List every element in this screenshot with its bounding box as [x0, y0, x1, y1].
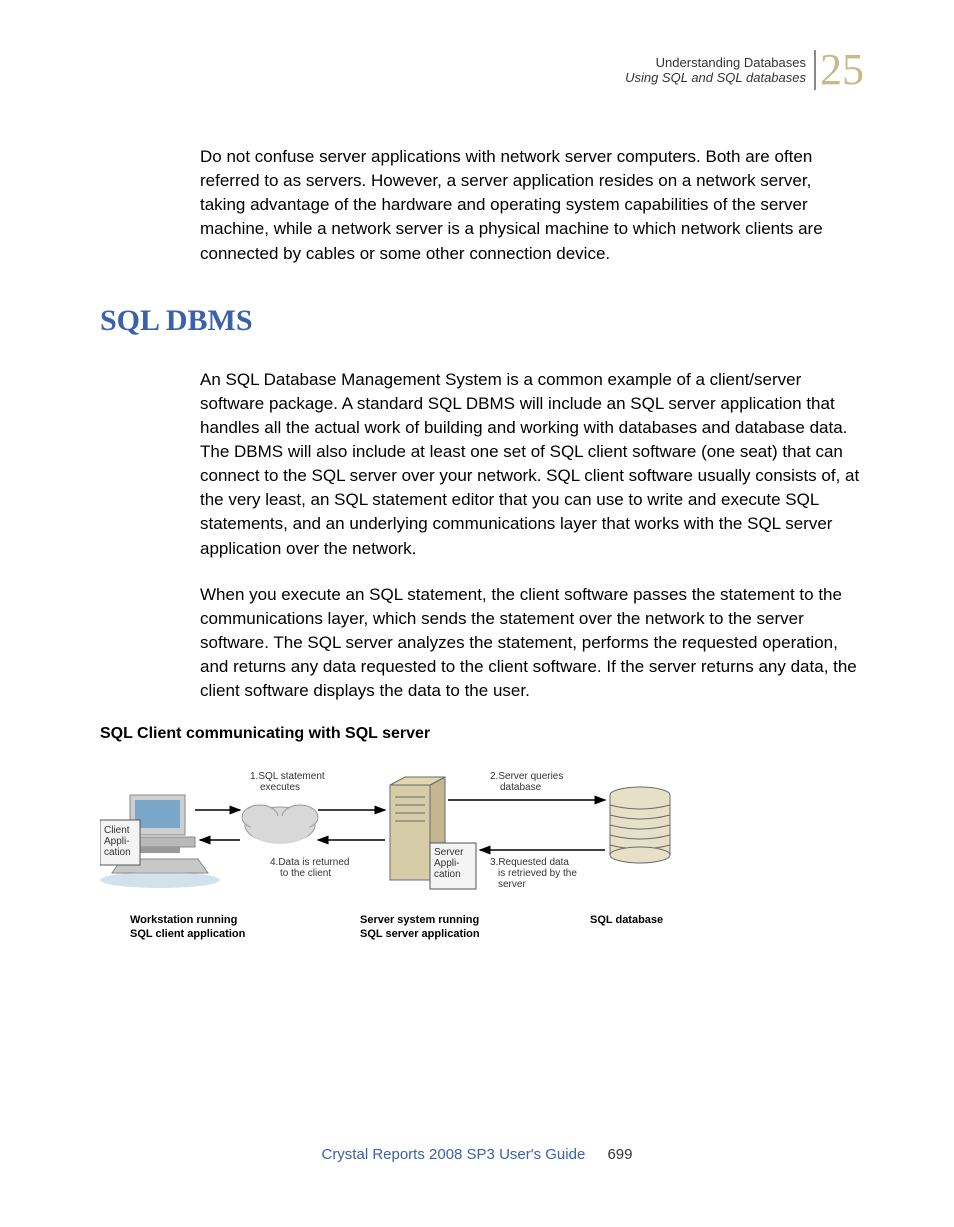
section-heading: SQL DBMS [100, 304, 860, 338]
caption-db: SQL database [590, 914, 663, 926]
step4-label-a: 4.Data is returned [270, 857, 350, 868]
caption-workstation-a: Workstation running [130, 914, 237, 926]
caption-server-a: Server system running [360, 914, 479, 926]
page-content: Do not confuse server applications with … [200, 145, 860, 955]
intro-paragraph: Do not confuse server applications with … [200, 145, 860, 266]
step3-label-b: is retrieved by the [498, 868, 577, 879]
header-section-title: Using SQL and SQL databases [625, 70, 806, 85]
paragraph-2: When you execute an SQL statement, the c… [200, 583, 860, 704]
server-box-line1: Server [434, 847, 464, 858]
caption-workstation-b: SQL client application [130, 928, 246, 940]
step1-label-b: executes [260, 782, 300, 793]
client-box-line2: Appli- [104, 836, 130, 847]
page-header: Understanding Databases Using SQL and SQ… [625, 48, 864, 92]
step3-label-a: 3.Requested data [490, 857, 569, 868]
step3-label-c: server [498, 879, 526, 890]
client-box-line3: cation [104, 847, 131, 858]
server-box-line2: Appli- [434, 858, 460, 869]
step2-label-a: 2.Server queries [490, 771, 563, 782]
caption-server-b: SQL server application [360, 928, 480, 940]
sql-client-server-diagram: Client Appli- cation Server Appli- catio… [100, 755, 750, 955]
header-chapter-title: Understanding Databases [625, 55, 806, 70]
server-box-line3: cation [434, 869, 461, 880]
paragraph-1: An SQL Database Management System is a c… [200, 368, 860, 561]
header-text-block: Understanding Databases Using SQL and SQ… [625, 55, 806, 85]
header-divider [814, 50, 816, 90]
page-footer: Crystal Reports 2008 SP3 User's Guide 69… [0, 1146, 954, 1163]
client-box-line1: Client [104, 825, 130, 836]
footer-guide-title: Crystal Reports 2008 SP3 User's Guide [321, 1146, 585, 1163]
step4-label-b: to the client [280, 868, 331, 879]
footer-page-number: 699 [607, 1146, 632, 1163]
diagram-title: SQL Client communicating with SQL server [100, 725, 860, 743]
chapter-number: 25 [820, 48, 864, 92]
step2-label-b: database [500, 782, 542, 793]
step1-label-a: 1.SQL statement [250, 771, 325, 782]
